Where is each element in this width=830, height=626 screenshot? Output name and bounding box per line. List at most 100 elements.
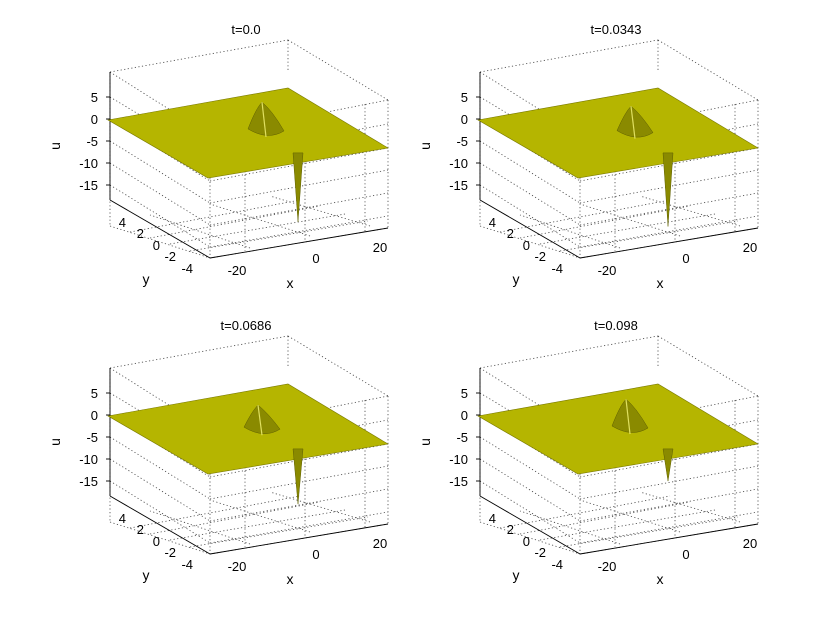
y-tick-label: 4 [119, 215, 126, 230]
surface-spike [662, 152, 674, 227]
y-axis-label: y [143, 567, 150, 583]
surface [107, 87, 389, 222]
axis-line [479, 495, 581, 555]
grid-line [269, 491, 371, 523]
x-tick-label: 0 [312, 251, 319, 266]
grid-line [519, 501, 691, 535]
x-tick-label: -20 [228, 263, 247, 278]
z-tick-label: -15 [449, 474, 468, 489]
grid-line [639, 195, 741, 227]
grid-line [109, 335, 289, 369]
x-axis-label: x [287, 275, 294, 291]
grid-line [109, 436, 211, 500]
x-axis-label: x [287, 571, 294, 587]
grid-line [129, 495, 301, 529]
y-axis-label: y [513, 271, 520, 287]
grid-line [479, 162, 581, 226]
surface-hump-ridge [261, 102, 267, 138]
grid-line [109, 118, 211, 182]
grid-line [479, 335, 659, 369]
y-tick-label: 0 [523, 534, 530, 549]
grid-line [559, 516, 739, 548]
x-axis-label: x [657, 571, 664, 587]
grid-line [499, 199, 671, 233]
z-axis-label: u [417, 438, 433, 446]
x-tick-label: 0 [312, 547, 319, 562]
y-tick-label: 0 [153, 238, 160, 253]
x-tick-label: -20 [598, 263, 617, 278]
grid-line [479, 480, 581, 544]
z-tick-label: 0 [461, 112, 468, 127]
y-tick-label: 2 [137, 226, 144, 241]
grid-line [109, 414, 211, 478]
surface-hump-ridge [257, 404, 263, 436]
grid-line [209, 499, 311, 533]
axis-edges [109, 72, 389, 259]
grid-line [479, 39, 659, 73]
grid-line [579, 488, 759, 522]
grid-line [479, 184, 581, 248]
z-tick-label: -10 [79, 452, 98, 467]
grid-line [169, 213, 346, 245]
grid-line [539, 509, 716, 541]
grid-line [189, 220, 369, 252]
grid-line [579, 465, 759, 500]
grid-line [109, 140, 211, 204]
z-tick-label: 5 [461, 90, 468, 105]
y-tick-label: 4 [119, 511, 126, 526]
grid-line [109, 480, 211, 544]
x-tick-label: 20 [743, 240, 757, 255]
grid-line [269, 195, 371, 227]
y-tick-label: -4 [551, 261, 563, 276]
grid-line [209, 488, 389, 522]
surface-hump-ridge [625, 399, 631, 435]
surface-hump [243, 404, 281, 434]
z-tick-label: 0 [91, 408, 98, 423]
grid-line [579, 499, 681, 533]
y-tick-label: 4 [489, 511, 496, 526]
subplot-title: t=0.098 [594, 318, 638, 333]
z-tick-label: -10 [449, 156, 468, 171]
z-axis-label: u [47, 438, 63, 446]
grid-line [109, 225, 211, 259]
x-tick-label: 20 [373, 536, 387, 551]
z-tick-label: -10 [449, 452, 468, 467]
grid-line [209, 215, 389, 248]
z-tick-label: 5 [461, 386, 468, 401]
grid-line [657, 335, 759, 397]
z-axis-label: u [47, 142, 63, 150]
z-tick-label: 0 [91, 112, 98, 127]
z-tick-label: -15 [79, 178, 98, 193]
axis-line [579, 227, 759, 259]
subplot-title: t=0.0343 [591, 22, 642, 37]
grid-line [149, 205, 321, 239]
grid-line [109, 39, 289, 73]
y-tick-label: 0 [523, 238, 530, 253]
y-tick-label: -2 [534, 249, 546, 264]
x-tick-label: 0 [682, 547, 689, 562]
surface-hump [247, 101, 285, 136]
grid-line [109, 184, 211, 248]
axis-line [109, 495, 211, 555]
grid-line [499, 495, 671, 529]
grid-line [579, 511, 759, 544]
surface-spike [292, 152, 304, 222]
z-tick-label: -15 [449, 178, 468, 193]
grid-line [479, 414, 581, 478]
grid-line [287, 335, 389, 397]
grid-line [479, 436, 581, 500]
z-tick-label: 5 [91, 90, 98, 105]
subplot-title: t=0.0 [231, 22, 260, 37]
z-tick-label: -5 [456, 430, 468, 445]
surface-plane [477, 87, 759, 179]
y-tick-label: -4 [181, 557, 193, 572]
axis-edges [109, 368, 389, 555]
grid-line [209, 203, 311, 237]
grid-line [109, 162, 211, 226]
axis-line [109, 199, 211, 259]
z-tick-label: 0 [461, 408, 468, 423]
grid-line [109, 521, 211, 555]
